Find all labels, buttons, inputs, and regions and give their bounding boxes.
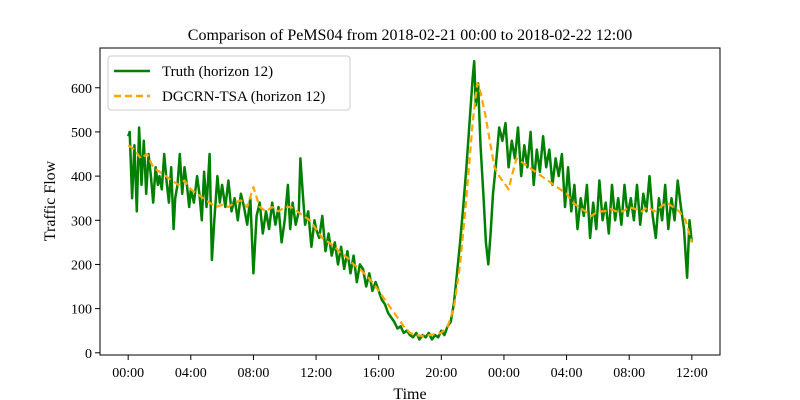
x-axis-title: Time	[393, 386, 426, 400]
x-tick-label: 08:00	[613, 366, 645, 381]
x-tick-label: 04:00	[551, 366, 583, 381]
y-tick-label: 600	[71, 82, 92, 97]
series-line-1	[127, 82, 693, 338]
legend-label-truth: Truth (horizon 12)	[162, 64, 273, 80]
series-line-0	[127, 60, 694, 341]
x-tick-label: 00:00	[488, 366, 520, 381]
y-tick-label: 200	[71, 258, 92, 273]
x-tick-label: 08:00	[237, 366, 269, 381]
y-tick-label: 500	[71, 126, 92, 141]
y-tick-label: 400	[71, 170, 92, 185]
y-axis-title: Traffic Flow	[42, 160, 59, 241]
x-tick-label: 16:00	[363, 366, 395, 381]
x-tick-label: 04:00	[175, 366, 207, 381]
chart-title: Comparison of PeMS04 from 2018-02-21 00:…	[188, 27, 632, 44]
x-tick-label: 00:00	[112, 366, 144, 381]
plot-frame	[99, 47, 721, 356]
y-tick-label: 100	[71, 303, 92, 318]
x-tick-label: 12:00	[300, 366, 332, 381]
x-axis: 00:00 04:00 08:00 12:00 16:00 20:00 00:00 04:00…	[112, 355, 708, 381]
legend-label-dgcrn-tsa: DGCRN-TSA (horizon 12)	[162, 89, 325, 105]
x-tick-label: 12:00	[676, 366, 708, 381]
series-layer	[127, 60, 694, 341]
y-axis: 0 100 200 300 400 500 600	[71, 82, 100, 362]
legend-box	[107, 55, 351, 111]
y-tick-label: 300	[71, 214, 92, 229]
y-tick-label: 0	[85, 347, 92, 362]
x-tick-label: 20:00	[425, 366, 457, 381]
legend: Truth (horizon 12) DGCRN-TSA (horizon 12…	[107, 55, 351, 111]
